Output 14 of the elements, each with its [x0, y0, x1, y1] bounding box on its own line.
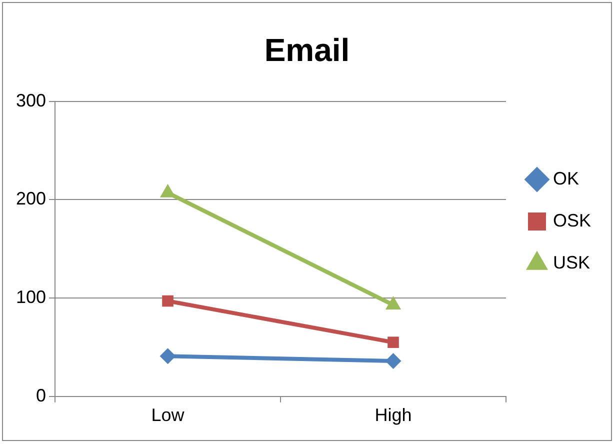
point — [385, 353, 402, 369]
point — [160, 348, 176, 364]
point — [388, 336, 399, 348]
legend-label: OSK — [552, 210, 592, 230]
point — [162, 295, 174, 307]
legend-label: USK — [552, 252, 590, 272]
y-tick-label: 300 — [16, 90, 46, 110]
x-tick-label: High — [374, 405, 412, 426]
legend-label: OK — [552, 168, 580, 188]
x-tick-label: Low — [151, 405, 186, 426]
chart-title: Email — [264, 32, 350, 68]
y-tick-label: 100 — [16, 287, 46, 308]
y-tick-label: 0 — [36, 385, 46, 406]
y-tick-label: 200 — [16, 188, 46, 209]
